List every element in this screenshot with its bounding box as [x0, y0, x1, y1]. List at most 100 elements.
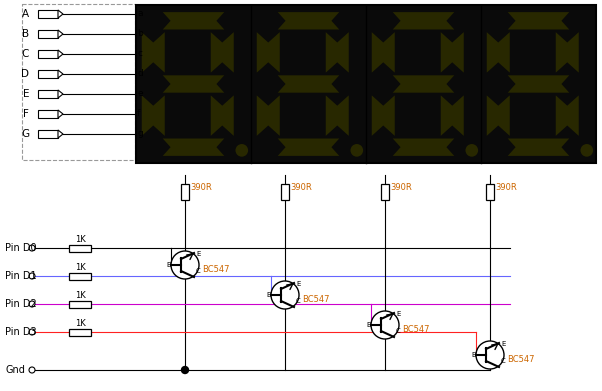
Polygon shape: [326, 32, 349, 73]
Polygon shape: [372, 95, 395, 136]
Bar: [366, 5, 481, 163]
Circle shape: [465, 144, 478, 157]
Polygon shape: [256, 32, 280, 73]
Polygon shape: [58, 50, 63, 58]
Text: Pin D0: Pin D0: [5, 243, 37, 253]
Text: C: C: [501, 358, 506, 364]
Text: D: D: [21, 69, 29, 79]
Polygon shape: [441, 32, 464, 73]
Text: d: d: [137, 70, 143, 79]
Bar: [38, 90, 58, 98]
Polygon shape: [58, 70, 63, 78]
Text: c: c: [137, 50, 142, 59]
Bar: [69, 301, 91, 307]
Polygon shape: [507, 12, 569, 29]
Bar: [281, 184, 289, 200]
Text: BC547: BC547: [302, 296, 329, 305]
Polygon shape: [256, 95, 280, 136]
Polygon shape: [507, 75, 569, 93]
Bar: [181, 184, 189, 200]
Bar: [381, 184, 389, 200]
Bar: [38, 130, 58, 138]
Text: E: E: [196, 251, 200, 257]
Text: g: g: [137, 129, 143, 138]
Text: C: C: [22, 49, 29, 59]
Polygon shape: [393, 138, 455, 156]
Circle shape: [371, 311, 399, 339]
Polygon shape: [211, 32, 234, 73]
Circle shape: [580, 144, 593, 157]
Polygon shape: [163, 138, 224, 156]
Text: C: C: [296, 298, 301, 304]
Circle shape: [29, 301, 35, 307]
Circle shape: [29, 245, 35, 251]
Bar: [38, 70, 58, 78]
Polygon shape: [58, 90, 63, 98]
Bar: [486, 184, 494, 200]
Circle shape: [29, 329, 35, 335]
Polygon shape: [507, 138, 569, 156]
Text: a: a: [137, 9, 143, 18]
Text: f: f: [137, 109, 140, 118]
Polygon shape: [58, 110, 63, 118]
Text: F: F: [23, 109, 29, 119]
Text: B: B: [471, 352, 476, 358]
Polygon shape: [58, 30, 63, 38]
Text: b: b: [137, 29, 143, 38]
Polygon shape: [372, 32, 395, 73]
Polygon shape: [163, 75, 224, 93]
Circle shape: [181, 366, 188, 373]
Bar: [22, 4, 135, 160]
Polygon shape: [141, 32, 165, 73]
Text: BC547: BC547: [202, 265, 229, 274]
Text: G: G: [21, 129, 29, 139]
Text: 1K: 1K: [75, 235, 85, 244]
Polygon shape: [58, 10, 63, 18]
Text: 390R: 390R: [290, 183, 312, 192]
Text: B: B: [166, 262, 171, 268]
Polygon shape: [393, 12, 455, 29]
Circle shape: [171, 251, 199, 279]
Text: Pin D2: Pin D2: [5, 299, 37, 309]
Text: 390R: 390R: [390, 183, 412, 192]
Text: C: C: [396, 328, 401, 334]
Circle shape: [29, 367, 35, 373]
Polygon shape: [393, 75, 455, 93]
Bar: [69, 273, 91, 280]
Text: 390R: 390R: [190, 183, 212, 192]
Bar: [251, 5, 366, 163]
Text: Gnd: Gnd: [5, 365, 25, 375]
Polygon shape: [326, 95, 349, 136]
Polygon shape: [487, 32, 510, 73]
Bar: [69, 244, 91, 251]
Polygon shape: [278, 75, 340, 93]
Polygon shape: [58, 130, 63, 138]
Polygon shape: [278, 138, 340, 156]
Text: Pin D1: Pin D1: [5, 271, 37, 281]
Bar: [38, 110, 58, 118]
Text: A: A: [22, 9, 29, 19]
Polygon shape: [487, 95, 510, 136]
Text: Pin D3: Pin D3: [5, 327, 37, 337]
Text: B: B: [366, 322, 371, 328]
Bar: [481, 5, 596, 163]
Circle shape: [350, 144, 363, 157]
Text: E: E: [501, 341, 505, 347]
Bar: [38, 30, 58, 38]
Text: e: e: [137, 90, 143, 99]
Text: 1K: 1K: [75, 262, 85, 271]
Polygon shape: [556, 95, 579, 136]
Polygon shape: [141, 95, 165, 136]
Text: 390R: 390R: [495, 183, 517, 192]
Text: E: E: [296, 281, 300, 287]
Text: 1K: 1K: [75, 319, 85, 328]
Text: E: E: [396, 311, 400, 317]
Circle shape: [476, 341, 504, 369]
Text: B: B: [22, 29, 29, 39]
Bar: [136, 5, 251, 163]
Polygon shape: [211, 95, 234, 136]
Bar: [136, 5, 596, 163]
Polygon shape: [163, 12, 224, 29]
Polygon shape: [556, 32, 579, 73]
Text: BC547: BC547: [507, 355, 535, 364]
